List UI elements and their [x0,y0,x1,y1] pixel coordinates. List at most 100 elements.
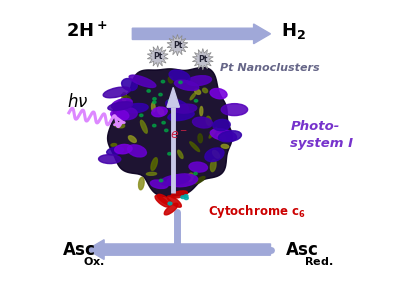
Text: $\mathbf{Ox.}$: $\mathbf{Ox.}$ [83,255,105,267]
Ellipse shape [117,107,137,120]
Ellipse shape [194,100,198,102]
FancyArrow shape [87,240,270,259]
Text: $\mathbf{Asc}$: $\mathbf{Asc}$ [62,241,96,259]
Ellipse shape [174,80,199,91]
Polygon shape [192,49,213,70]
Ellipse shape [167,174,198,187]
Ellipse shape [155,195,169,207]
Ellipse shape [151,158,158,170]
Polygon shape [167,87,180,107]
Ellipse shape [164,203,178,215]
Ellipse shape [152,103,155,112]
Ellipse shape [168,77,173,83]
Ellipse shape [98,155,121,164]
Ellipse shape [195,89,201,94]
Ellipse shape [205,148,224,162]
Ellipse shape [190,93,196,100]
Ellipse shape [152,107,167,117]
Ellipse shape [179,81,182,83]
Ellipse shape [162,122,165,124]
Ellipse shape [152,124,156,127]
Ellipse shape [146,172,156,175]
Ellipse shape [198,134,202,143]
Ellipse shape [169,70,190,83]
Ellipse shape [184,195,188,197]
Ellipse shape [114,122,125,128]
Ellipse shape [140,114,143,117]
Ellipse shape [168,202,172,205]
Text: $\mathbf{Asc}$: $\mathbf{Asc}$ [285,241,318,259]
Ellipse shape [153,101,156,103]
Ellipse shape [171,191,188,198]
Ellipse shape [195,177,205,184]
Polygon shape [167,34,188,56]
Ellipse shape [184,197,188,200]
Ellipse shape [167,196,181,207]
Ellipse shape [138,177,144,190]
Ellipse shape [178,150,183,158]
Text: $h\nu$: $h\nu$ [67,92,88,111]
Ellipse shape [189,162,208,172]
Polygon shape [108,67,232,197]
Ellipse shape [168,153,171,155]
Ellipse shape [150,180,168,188]
Ellipse shape [210,160,216,172]
Ellipse shape [111,109,129,120]
Ellipse shape [209,127,217,138]
FancyArrow shape [132,24,270,44]
Ellipse shape [124,103,148,113]
Ellipse shape [212,150,220,158]
Ellipse shape [153,98,156,100]
Text: Pt: Pt [198,55,208,64]
Ellipse shape [122,78,137,91]
Ellipse shape [166,99,188,113]
Text: $e^-$: $e^-$ [170,129,188,142]
Text: Pt Nanoclusters: Pt Nanoclusters [220,63,319,73]
Ellipse shape [202,88,208,93]
Ellipse shape [190,142,200,151]
Ellipse shape [112,99,132,110]
Ellipse shape [221,144,229,148]
Ellipse shape [206,116,211,125]
Ellipse shape [107,147,124,155]
Ellipse shape [200,107,203,116]
Ellipse shape [168,100,172,102]
Ellipse shape [160,175,190,186]
Ellipse shape [121,94,130,99]
Ellipse shape [161,80,165,83]
Ellipse shape [128,136,136,142]
Ellipse shape [147,90,150,92]
Ellipse shape [188,173,193,181]
Ellipse shape [103,87,130,98]
Ellipse shape [192,117,212,128]
Text: $\mathbf{H_2}$: $\mathbf{H_2}$ [280,21,306,41]
Ellipse shape [128,145,146,157]
Ellipse shape [210,129,236,141]
Ellipse shape [218,134,225,140]
Ellipse shape [159,93,162,96]
Ellipse shape [122,92,126,101]
Ellipse shape [140,120,147,133]
Text: Pt: Pt [153,52,162,61]
Ellipse shape [164,129,168,132]
Ellipse shape [158,107,164,115]
Ellipse shape [218,131,242,142]
Text: Cytochrome $\mathbf{c_6}$: Cytochrome $\mathbf{c_6}$ [208,203,306,220]
Ellipse shape [159,179,163,182]
Ellipse shape [194,172,197,175]
Ellipse shape [168,111,194,121]
Text: Pt: Pt [173,41,182,50]
Ellipse shape [129,75,156,87]
Text: $\mathbf{2H^+}$: $\mathbf{2H^+}$ [66,21,108,41]
Ellipse shape [174,104,197,113]
Ellipse shape [221,103,248,116]
Ellipse shape [187,76,212,86]
Ellipse shape [108,102,133,111]
Ellipse shape [115,144,132,154]
Ellipse shape [210,89,227,99]
Text: Photo-
system I: Photo- system I [290,120,353,150]
Ellipse shape [213,119,230,131]
Ellipse shape [111,144,117,146]
Polygon shape [147,46,168,67]
Ellipse shape [181,196,185,199]
